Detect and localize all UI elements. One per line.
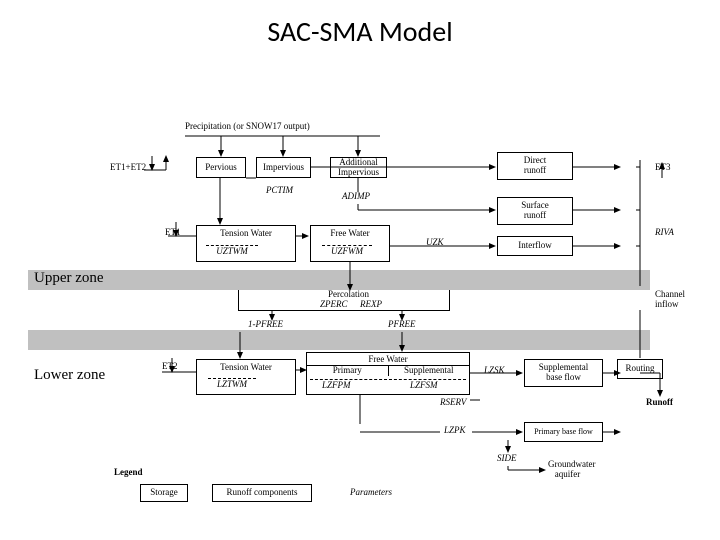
param-adimp: ADIMP <box>342 192 370 202</box>
runoff-supp-baseflow: Supplementalbase flow <box>524 359 603 387</box>
param-uzk: UZK <box>426 238 444 248</box>
param-side: SIDE <box>497 454 517 464</box>
gw-l1: Groundwater <box>548 459 595 469</box>
direct-l1: Direct <box>524 155 547 165</box>
input-pervious: Pervious <box>196 157 246 178</box>
add-imp-l2: Impervious <box>338 167 379 177</box>
param-lztwm: LZTWM <box>208 378 256 391</box>
diagram-lines <box>0 0 720 540</box>
param-lzfsm: LZFSM <box>410 381 438 391</box>
routing-box: Routing <box>617 359 663 379</box>
lfw-dash <box>310 379 466 380</box>
supp-l1: Supplemental <box>539 362 589 372</box>
label-groundwater: Groundwater aquifer <box>548 460 595 480</box>
param-lzfpm: LZFPM <box>322 381 351 391</box>
gw-l2: aquifer <box>555 469 580 479</box>
runoff-interflow: Interflow <box>497 236 573 256</box>
ltw-label: Tension Water <box>220 363 272 373</box>
label-upper-zone: Upper zone <box>34 270 104 287</box>
label-et12: ET1+ET2 <box>110 163 146 173</box>
ch-l1: Channel <box>655 289 685 299</box>
runoff-primary-baseflow: Primary base flow <box>524 422 603 442</box>
runoff-surface: Surfacerunoff <box>497 197 573 225</box>
param-lzpk: LZPK <box>444 426 466 436</box>
add-imp-l1: Additional <box>339 157 378 167</box>
input-impervious: Impervious <box>256 157 311 178</box>
label-et1: ET1 <box>165 228 181 238</box>
label-et3: ET3 <box>655 163 671 173</box>
direct-l2: runoff <box>524 165 546 175</box>
param-uzfwm: UZFWM <box>322 245 372 258</box>
surface-l1: Surface <box>521 200 548 210</box>
label-et2: ET2 <box>162 362 178 372</box>
param-uztwm: UZTWM <box>206 245 258 258</box>
legend-parameters: Parameters <box>350 488 392 498</box>
param-rserv: RSERV <box>440 398 466 408</box>
utw-label: Tension Water <box>220 229 272 239</box>
param-pfree: PFREE <box>388 320 416 330</box>
surface-l2: runoff <box>524 210 546 220</box>
precipitation-header: Precipitation (or SNOW17 output) <box>185 122 310 132</box>
input-additional-impervious: AdditionalImpervious <box>330 157 387 178</box>
legend-runoff-components: Runoff components <box>212 484 312 502</box>
ufw-label: Free Water <box>330 229 369 239</box>
label-channel-inflow: Channelinflow <box>655 290 685 310</box>
ch-l2: inflow <box>655 299 679 309</box>
param-pctim: PCTIM <box>266 186 293 196</box>
legend-storage: Storage <box>140 484 188 502</box>
lfw-supplemental: Supplemental <box>389 366 470 376</box>
runoff-direct: Directrunoff <box>497 152 573 180</box>
legend-title: Legend <box>114 468 143 478</box>
label-runoff: Runoff <box>646 398 673 408</box>
param-lzsk: LZSK <box>484 366 505 376</box>
param-riva: RIVA <box>655 228 674 238</box>
percolation-bracket <box>238 290 450 311</box>
label-lower-zone: Lower zone <box>34 367 105 384</box>
param-1-pfree: 1-PFREE <box>248 320 283 330</box>
lfw-primary: Primary <box>307 366 388 376</box>
lfw-label: Free Water <box>307 355 469 365</box>
supp-l2: base flow <box>546 372 581 382</box>
